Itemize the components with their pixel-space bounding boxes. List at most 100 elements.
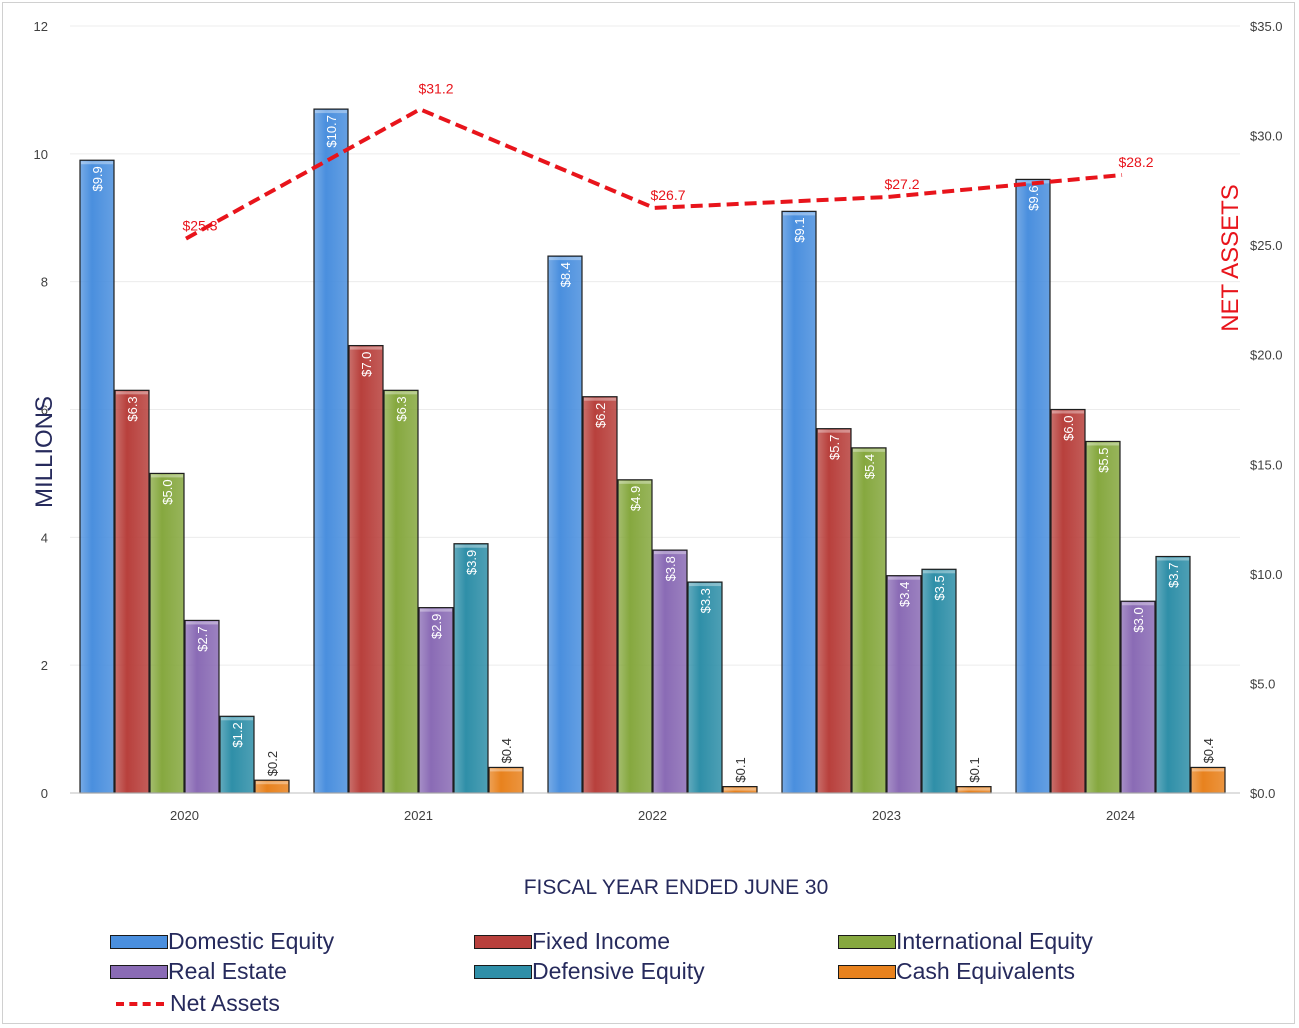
- y-tick-label: 0: [41, 786, 48, 801]
- legend-swatch: [474, 934, 532, 949]
- bar: [582, 396, 618, 794]
- bar-value-label: $6.2: [593, 403, 608, 428]
- bar-value-label: $5.0: [160, 479, 175, 504]
- bar: [617, 479, 653, 794]
- net-assets-label: $26.7: [650, 187, 685, 203]
- bar: [547, 255, 583, 794]
- bar: [886, 575, 922, 794]
- x-axis-title: FISCAL YEAR ENDED JUNE 30: [524, 876, 829, 899]
- legend-label: Real Estate: [168, 958, 287, 984]
- x-tick-label: 2023: [872, 808, 901, 823]
- bar: [1155, 555, 1191, 794]
- y-axis-title: MILLIONS: [31, 396, 58, 508]
- x-tick-label: 2020: [170, 808, 199, 823]
- bar-highlight: [315, 110, 347, 114]
- bar: [383, 389, 419, 794]
- bar-value-label: $6.3: [394, 396, 409, 421]
- bar: [348, 344, 384, 794]
- bar-highlight: [256, 781, 288, 785]
- bar-value-label: $0.2: [265, 751, 280, 776]
- bar-highlight: [1087, 442, 1119, 446]
- bar: [418, 607, 454, 794]
- bar-highlight: [151, 474, 183, 478]
- y2-tick-label: $15.0: [1250, 457, 1283, 472]
- bar-highlight: [783, 212, 815, 216]
- bar-highlight: [818, 429, 850, 433]
- bar-highlight: [221, 717, 253, 721]
- legend-swatch: [838, 934, 896, 949]
- bar-highlight: [888, 576, 920, 580]
- y2-tick-label: $20.0: [1250, 348, 1283, 363]
- y2-tick-label: $5.0: [1250, 676, 1275, 691]
- legend-label: Net Assets: [170, 990, 280, 1016]
- bar: [79, 159, 115, 794]
- legend-swatch: [838, 964, 896, 979]
- bar-value-label: $8.4: [558, 262, 573, 287]
- y-tick-label: 2: [41, 658, 48, 673]
- bar-value-label: $0.4: [1201, 738, 1216, 763]
- legend-label: Fixed Income: [532, 928, 671, 954]
- bar-value-label: $6.3: [125, 396, 140, 421]
- bar-value-label: $0.1: [967, 757, 982, 782]
- legend-label: Defensive Equity: [532, 958, 705, 984]
- y2-tick-label: $35.0: [1250, 19, 1283, 34]
- net-assets-label: $25.3: [182, 218, 217, 234]
- bar-highlight: [853, 448, 885, 452]
- bar-value-label: $2.7: [195, 626, 210, 651]
- bar-value-label: $10.7: [324, 115, 339, 148]
- bar: [1085, 440, 1121, 794]
- bar-highlight: [81, 161, 113, 165]
- legend-label: Cash Equivalents: [896, 958, 1075, 984]
- bar: [1015, 178, 1051, 794]
- bar-highlight: [549, 257, 581, 261]
- legend-swatch: [474, 964, 532, 979]
- bar-highlight: [923, 570, 955, 574]
- bar-value-label: $3.7: [1166, 563, 1181, 588]
- x-tick-label: 2022: [638, 808, 667, 823]
- bar-highlight: [724, 787, 756, 791]
- bars: $9.9 $6.3 $5.0 $2.7 $1.2 $0.2 $10.7 $7.0 $6.3 $2.…: [79, 108, 1226, 794]
- bar-highlight: [350, 346, 382, 350]
- legend-label: Domestic Equity: [168, 928, 335, 954]
- bar-highlight: [1122, 602, 1154, 606]
- bar: [453, 543, 489, 794]
- y2-tick-label: $25.0: [1250, 238, 1283, 253]
- legend-item-domestic-equity: Domestic Equity: [110, 928, 334, 955]
- legend-item-defensive-equity: Defensive Equity: [474, 958, 705, 985]
- net-assets-label: $31.2: [418, 80, 453, 96]
- bar: [816, 428, 852, 794]
- net-assets-polyline: [185, 107, 1123, 241]
- bar: [1190, 766, 1226, 794]
- bar-highlight: [385, 391, 417, 395]
- legend-label: International Equity: [896, 928, 1093, 954]
- bar-value-label: $0.1: [733, 757, 748, 782]
- bar: [652, 549, 688, 794]
- bar-highlight: [116, 391, 148, 395]
- x-tick-label: 2024: [1106, 808, 1135, 823]
- bar-value-label: $4.9: [628, 486, 643, 511]
- x-tick-label: 2021: [404, 808, 433, 823]
- bar-value-label: $0.4: [499, 738, 514, 763]
- net-assets-label: $28.2: [1118, 154, 1153, 170]
- legend-swatch: [110, 964, 168, 979]
- bar-highlight: [186, 621, 218, 625]
- bar-highlight: [1157, 557, 1189, 561]
- bar: [488, 766, 524, 794]
- left-axis-ticks: 0 2 4 6 8 10 12: [34, 19, 48, 801]
- bar-value-label: $2.9: [429, 614, 444, 639]
- right-axis-ticks: $0.0 $5.0 $10.0 $15.0 $20.0 $25.0 $30.0 $35.0: [1250, 19, 1283, 801]
- bar-highlight: [1192, 768, 1224, 772]
- bar-value-label: $3.4: [897, 582, 912, 607]
- y2-tick-label: $0.0: [1250, 786, 1275, 801]
- bar-value-label: $5.4: [862, 454, 877, 479]
- bar-value-label: $9.6: [1026, 185, 1041, 210]
- bar-value-label: $7.0: [359, 352, 374, 377]
- bar-value-label: $3.8: [663, 556, 678, 581]
- bar-highlight: [420, 608, 452, 612]
- bar-value-label: $9.1: [792, 217, 807, 242]
- bar-highlight: [490, 768, 522, 772]
- y2-tick-label: $30.0: [1250, 129, 1283, 144]
- net-assets-label: $27.2: [884, 176, 919, 192]
- bar-value-label: $6.0: [1061, 416, 1076, 441]
